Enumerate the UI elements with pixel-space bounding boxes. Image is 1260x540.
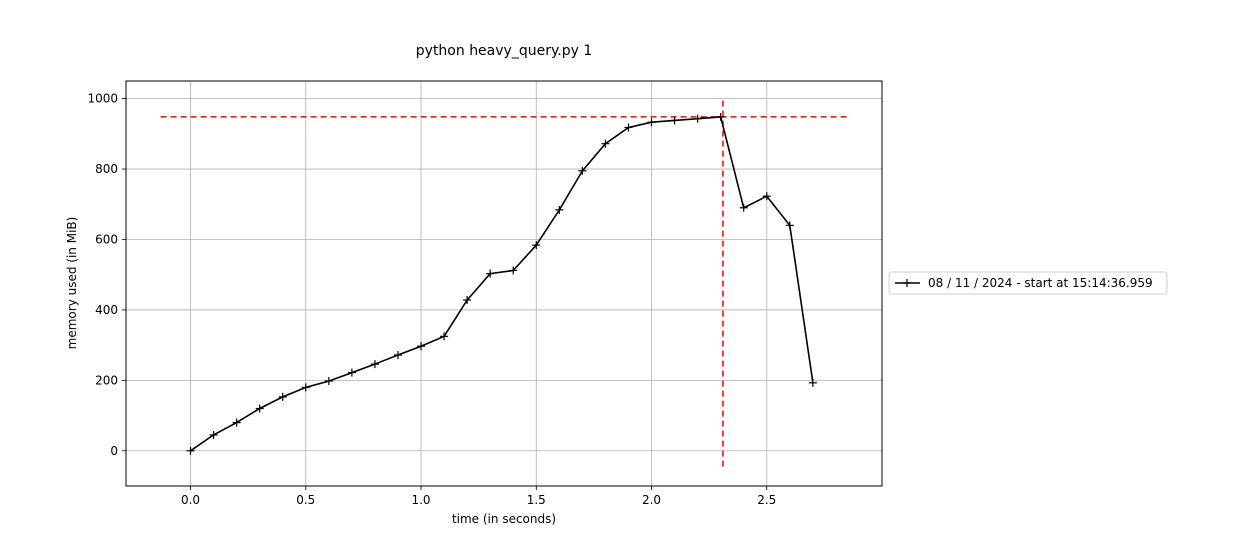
data-point xyxy=(232,418,241,427)
x-tick-label: 0.0 xyxy=(181,493,200,507)
data-point xyxy=(440,332,449,341)
data-point xyxy=(393,350,402,359)
x-tick-label: 1.0 xyxy=(411,493,430,507)
data-point xyxy=(324,377,333,386)
data-point xyxy=(785,221,794,230)
x-tick-label: 2.5 xyxy=(757,493,776,507)
y-tick-label: 1000 xyxy=(87,92,118,106)
data-point xyxy=(624,123,633,132)
chart-title: python heavy_query.py 1 xyxy=(416,43,592,59)
data-point xyxy=(601,139,610,148)
data-point xyxy=(417,342,426,351)
legend-box xyxy=(888,271,1168,295)
data-point xyxy=(301,383,310,392)
data-point xyxy=(716,112,725,121)
series-line xyxy=(190,116,814,452)
data-point xyxy=(670,116,679,125)
x-tick-label: 0.5 xyxy=(296,493,315,507)
y-tick-label: 0 xyxy=(110,444,118,458)
data-point xyxy=(509,266,518,275)
data-point xyxy=(463,296,472,305)
x-tick-label: 2.0 xyxy=(642,493,661,507)
data-point xyxy=(209,430,218,439)
data-point xyxy=(693,114,702,123)
data-point xyxy=(762,192,771,201)
data-point xyxy=(370,360,379,369)
plot-area-frame xyxy=(125,80,883,487)
y-tick-label: 400 xyxy=(95,303,118,317)
data-point xyxy=(532,241,541,250)
data-point xyxy=(486,269,495,278)
reference-lines xyxy=(160,98,848,467)
grid xyxy=(126,81,882,486)
y-tick-label: 200 xyxy=(95,373,118,387)
data-point xyxy=(578,166,587,175)
data-point xyxy=(255,404,264,413)
series-layer xyxy=(186,112,817,455)
x-axis-title: time (in seconds) xyxy=(452,512,556,526)
y-tick-label: 600 xyxy=(95,232,118,246)
data-point xyxy=(647,118,656,127)
y-axis-title: memory used (in MiB) xyxy=(65,217,79,350)
y-tick-label: 800 xyxy=(95,162,118,176)
data-point xyxy=(555,205,564,214)
data-point xyxy=(186,446,195,455)
data-point xyxy=(347,368,356,377)
data-point xyxy=(739,203,748,212)
legend: 08 / 11 / 2024 - start at 15:14:36.959 xyxy=(888,271,1168,295)
data-point xyxy=(808,378,817,387)
y-axis-ticks: 0 200 400 600 800 1000 xyxy=(87,92,126,458)
data-point xyxy=(278,392,287,401)
legend-marker xyxy=(903,279,911,287)
x-axis-ticks: 0.0 0.5 1.0 1.5 2.0 2.5 xyxy=(181,486,776,507)
x-tick-label: 1.5 xyxy=(527,493,546,507)
legend-label: 08 / 11 / 2024 - start at 15:14:36.959 xyxy=(928,276,1153,290)
